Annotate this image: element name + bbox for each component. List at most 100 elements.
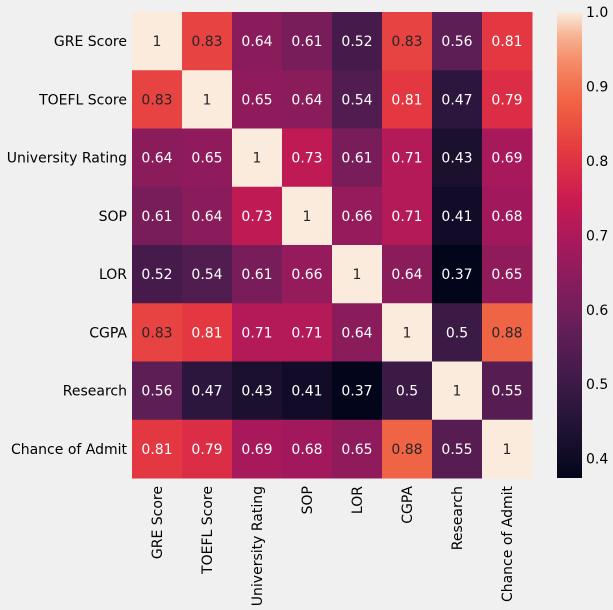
cell-annotation: 0.69: [241, 442, 272, 458]
y-tick-label: Research: [63, 384, 127, 400]
heatmap-cell: [482, 70, 533, 129]
cell-annotation: 0.37: [441, 267, 472, 283]
cell-annotation: 0.56: [441, 34, 472, 50]
heatmap-cell: [282, 12, 333, 71]
cell-annotation: 0.81: [191, 325, 222, 341]
heatmap-cell: [482, 245, 533, 304]
heatmap-cell: [432, 70, 483, 129]
cell-annotation: 0.65: [491, 267, 522, 283]
cell-annotation: 1: [153, 34, 162, 50]
cell-annotation: 0.55: [441, 442, 472, 458]
cell-annotation: 0.43: [241, 384, 272, 400]
cell-annotation: 0.79: [191, 442, 222, 458]
cell-annotation: 0.64: [241, 34, 272, 50]
heatmap-cell: [382, 128, 433, 188]
cell-annotation: 0.83: [391, 34, 422, 50]
heatmap-cell: [182, 186, 233, 246]
heatmap-cell: [282, 70, 333, 129]
heatmap-cell: [382, 70, 433, 129]
colorbar-tick-label: 0.6: [586, 303, 608, 319]
heatmap-cell: [132, 361, 183, 421]
heatmap-cell: [232, 419, 283, 479]
cell-annotation: 0.64: [341, 325, 372, 341]
cell-annotation: 1: [303, 209, 312, 225]
heatmap-cell: [282, 128, 333, 188]
colorbar-tick-label: 0.5: [586, 377, 608, 393]
heatmap-cell: [232, 12, 283, 71]
heatmap-cell: [132, 245, 183, 304]
cell-annotation: 0.66: [291, 267, 322, 283]
heatmap-cell: [182, 70, 233, 129]
cell-annotation: 0.61: [341, 151, 372, 167]
heatmap-cell: [382, 245, 433, 304]
cell-annotation: 0.73: [241, 209, 272, 225]
heatmap-cell: [432, 186, 483, 246]
heatmap-cell: [232, 186, 283, 246]
heatmap-cell: [282, 245, 333, 304]
cell-annotation: 0.81: [491, 34, 522, 50]
heatmap-cell: [282, 361, 333, 421]
heatmap-cell: [132, 419, 183, 479]
heatmap-cell: [482, 12, 533, 71]
heatmap-cell: [332, 186, 383, 246]
heatmap-cell: [282, 186, 333, 246]
y-tick-label: TOEFL Score: [38, 92, 127, 108]
cell-annotation: 0.64: [291, 92, 322, 108]
cell-annotation: 0.81: [391, 92, 422, 108]
heatmap-cell: [132, 70, 183, 129]
x-tick-label: SOP: [300, 486, 316, 514]
cell-annotation: 1: [253, 151, 262, 167]
heatmap-cell: [182, 128, 233, 188]
heatmap-cell: [182, 303, 233, 362]
cell-annotation: 0.65: [241, 92, 272, 108]
x-tick-label: Research: [450, 486, 466, 550]
cell-annotation: 0.88: [391, 442, 422, 458]
heatmap-cell: [432, 128, 483, 188]
heatmap-cell: [182, 361, 233, 421]
heatmap-cell: [232, 303, 283, 362]
cell-annotation: 0.47: [191, 384, 222, 400]
heatmap-cell: [282, 419, 333, 479]
y-tick-label: CGPA: [89, 325, 127, 341]
cell-annotation: 0.71: [241, 325, 272, 341]
colorbar-tick-label: 0.8: [586, 154, 608, 170]
heatmap-cell: [382, 419, 433, 479]
x-tick-label: CGPA: [400, 486, 416, 524]
cell-annotation: 1: [503, 442, 512, 458]
cell-annotation: 0.79: [491, 92, 522, 108]
heatmap-cell: [232, 245, 283, 304]
heatmap-cell: [132, 186, 183, 246]
heatmap-cell: [432, 361, 483, 421]
cell-annotation: 0.69: [491, 151, 522, 167]
cell-annotation: 1: [203, 92, 212, 108]
heatmap-cell: [332, 70, 383, 129]
y-tick-label: LOR: [99, 267, 127, 283]
x-tick-label: TOEFL Score: [200, 486, 216, 575]
cell-annotation: 0.68: [491, 209, 522, 225]
heatmap-cell: [332, 419, 383, 479]
cell-annotation: 0.71: [291, 325, 322, 341]
cell-annotation: 0.81: [141, 442, 172, 458]
heatmap-cell: [432, 245, 483, 304]
cell-annotation: 0.55: [491, 384, 522, 400]
cell-annotation: 0.5: [446, 325, 468, 341]
cell-annotation: 1: [353, 267, 362, 283]
heatmap-cell: [482, 128, 533, 188]
cell-annotation: 0.52: [341, 34, 372, 50]
heatmap-cell: [282, 303, 333, 362]
cell-annotation: 0.65: [341, 442, 372, 458]
heatmap-cell: [182, 245, 233, 304]
cell-annotation: 0.61: [141, 209, 172, 225]
cell-annotation: 0.64: [391, 267, 422, 283]
heatmap-cell: [332, 12, 383, 71]
heatmap-cell: [432, 419, 483, 479]
heatmap-cell: [482, 419, 533, 479]
heatmap-cell: [482, 303, 533, 362]
cell-annotation: 0.65: [191, 151, 222, 167]
cell-annotation: 0.5: [396, 384, 418, 400]
heatmap-cell: [382, 186, 433, 246]
heatmap-cell: [332, 303, 383, 362]
cell-annotation: 0.47: [441, 92, 472, 108]
heatmap-cell: [382, 303, 433, 362]
x-tick-label: LOR: [350, 486, 366, 514]
